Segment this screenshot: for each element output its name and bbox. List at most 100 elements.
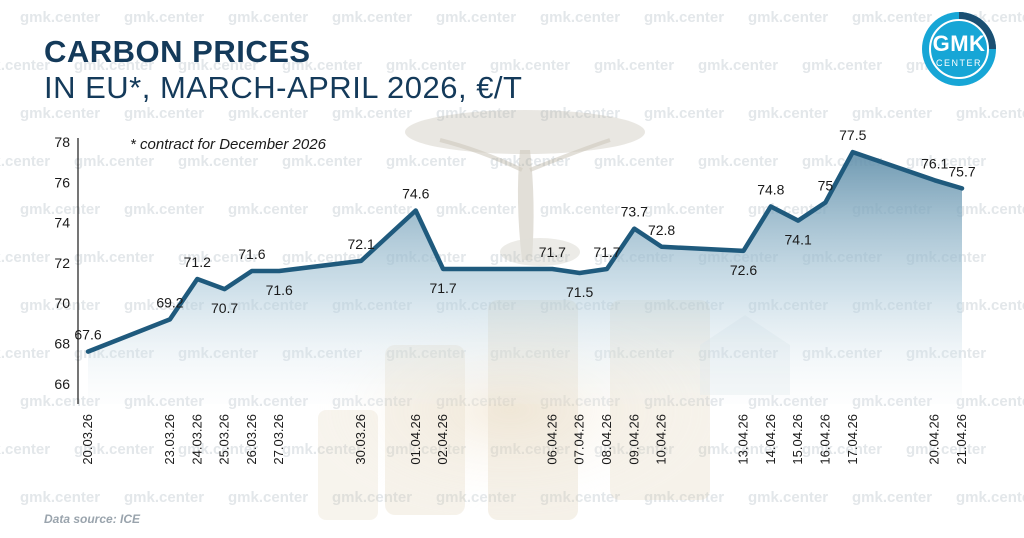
x-tick-label: 08.04.26 (599, 414, 614, 465)
watermark-text: gmk.center (74, 249, 154, 266)
x-tick-label: 23.03.26 (162, 414, 177, 465)
watermark-text: gmk.center (0, 153, 50, 170)
watermark-text: gmk.center (178, 57, 258, 74)
tree-branch-left (439, 138, 523, 172)
data-label: 74.6 (402, 186, 429, 202)
watermark-text: gmk.center (698, 153, 778, 170)
x-tick-label: 15.04.26 (790, 414, 805, 465)
watermark-text: gmk.center (436, 201, 516, 218)
watermark-text: gmk.center (228, 201, 308, 218)
watermark-text: gmk.center (228, 105, 308, 122)
watermark-text: gmk.center (386, 57, 466, 74)
data-label: 70.7 (211, 300, 238, 316)
logo-text: GMK (932, 31, 986, 56)
watermark-text: gmk.center (124, 105, 204, 122)
watermark-text: gmk.center (124, 201, 204, 218)
data-label: 75.7 (948, 163, 975, 179)
x-tick-label: 17.04.26 (845, 414, 860, 465)
tree-foliage-top (500, 238, 580, 266)
data-label: 73.7 (621, 204, 648, 220)
watermark-text: gmk.center (852, 489, 932, 506)
x-tick-label: 06.04.26 (544, 414, 559, 465)
watermark-text: gmk.center (228, 9, 308, 26)
x-tick-label: 20.04.26 (927, 414, 942, 465)
tree-crown (405, 110, 645, 154)
data-label: 76.1 (921, 155, 948, 171)
data-label: 71.6 (266, 282, 293, 298)
watermark-text: gmk.center (74, 441, 154, 458)
watermark-text: gmk.center (906, 153, 986, 170)
data-label: 71.5 (566, 284, 593, 300)
watermark-text: gmk.center (490, 153, 570, 170)
data-label: 71.6 (238, 246, 265, 262)
chart-title-line2: IN EU*, MARCH-APRIL 2026, €/T (44, 70, 523, 105)
x-tick-label: 27.03.26 (271, 414, 286, 465)
chart-title-line1: CARBON PRICES (44, 34, 311, 69)
watermark-text: gmk.center (386, 153, 466, 170)
watermark-text: gmk.center (490, 249, 570, 266)
watermark-text: gmk.center (0, 57, 50, 74)
watermark-text: gmk.center (436, 105, 516, 122)
x-tick-label: 26.03.26 (244, 414, 259, 465)
watermark-text: gmk.center (20, 201, 100, 218)
watermark-text: gmk.center (0, 249, 50, 266)
x-tick-label: 25.03.26 (217, 414, 232, 465)
x-tick-label: 20.03.26 (80, 414, 95, 465)
watermark-text: gmk.center (594, 153, 674, 170)
data-label: 74.8 (757, 181, 784, 197)
watermark-text: gmk.center (956, 297, 1024, 314)
watermark-text: gmk.center (124, 489, 204, 506)
watermark-text: gmk.center (0, 441, 50, 458)
watermark-text: gmk.center (332, 9, 412, 26)
watermark-text: gmk.center (540, 105, 620, 122)
data-label: 75 (818, 177, 834, 193)
y-tick-label: 72 (54, 255, 70, 271)
watermark-text: gmk.center (20, 393, 100, 410)
watermark-text: gmk.center (644, 201, 724, 218)
watermark-text: gmk.center (124, 9, 204, 26)
watermark-text: gmk.center (0, 345, 50, 362)
watermark-text: gmk.center (956, 105, 1024, 122)
gmk-logo-icon (922, 12, 996, 86)
y-tick-label: 70 (54, 295, 70, 311)
watermark-text: gmk.center (228, 489, 308, 506)
y-tick-label: 78 (54, 134, 70, 150)
logo-subtext: CENTER (935, 58, 982, 68)
y-tick-label: 74 (54, 215, 70, 231)
watermark-text: gmk.center (748, 489, 828, 506)
watermark-text: gmk.center (802, 441, 882, 458)
watermark-text: gmk.center (178, 249, 258, 266)
watermark-text: gmk.center (852, 9, 932, 26)
data-label: 72.6 (730, 262, 757, 278)
watermark-text: gmk.center (644, 9, 724, 26)
watermark-text: gmk.center (74, 57, 154, 74)
watermark-text: gmk.center (20, 297, 100, 314)
data-label: 72.8 (648, 222, 675, 238)
watermark-text: gmk.center (178, 153, 258, 170)
x-tick-label: 07.04.26 (572, 414, 587, 465)
watermark-text: gmk.center (748, 9, 828, 26)
data-label: 72.1 (348, 236, 375, 252)
watermark-text: gmk.center (332, 201, 412, 218)
watermark-text: gmk.center (178, 441, 258, 458)
data-label: 71.2 (184, 254, 211, 270)
data-label: 69.2 (156, 294, 183, 310)
watermark-text: gmk.center (956, 393, 1024, 410)
x-tick-label: 21.04.26 (954, 414, 969, 465)
tree-trunk (517, 150, 534, 260)
x-tick-label: 24.03.26 (189, 414, 204, 465)
watermark-text: gmk.center (20, 489, 100, 506)
x-tick-label: 10.04.26 (654, 414, 669, 465)
watermark-text: gmk.center (748, 105, 828, 122)
watermark-text: gmk.center (436, 9, 516, 26)
y-tick-label: 76 (54, 174, 70, 190)
watermark-text: gmk.center (906, 441, 986, 458)
data-label: 71.7 (593, 244, 620, 260)
data-label: 71.7 (539, 244, 566, 260)
x-tick-label: 01.04.26 (408, 414, 423, 465)
watermark-text: gmk.center (282, 57, 362, 74)
data-label: 77.5 (839, 127, 866, 143)
line-chart: 66 68 70 72 74 76 78 67.6 69.2 71.2 70.7 71.6 71.6 72… (54, 127, 975, 465)
x-tick-label: 13.04.26 (736, 414, 751, 465)
